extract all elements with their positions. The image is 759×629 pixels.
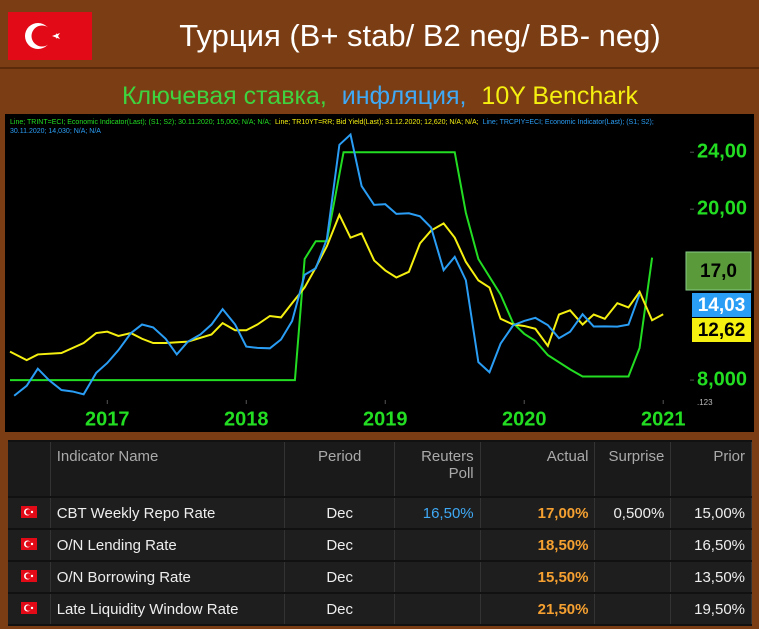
table-row: CBT Weekly Repo Rate Dec 16,50% 17,00% 0,500… bbox=[8, 498, 752, 528]
table-cell bbox=[395, 594, 481, 624]
axis-note: .123 bbox=[697, 398, 713, 407]
chart-panel bbox=[5, 114, 754, 432]
header-cell: Indicator Name bbox=[50, 442, 286, 496]
y-tick-label: 8,000 bbox=[697, 368, 747, 390]
flag-cell bbox=[8, 498, 51, 528]
flag-cell bbox=[8, 594, 51, 624]
table-cell bbox=[595, 530, 672, 560]
end-label: 12,62 bbox=[698, 320, 746, 341]
table-cell bbox=[595, 594, 672, 624]
table-cell: 15,50% bbox=[480, 562, 596, 592]
x-tick-label: 2017 bbox=[85, 408, 130, 430]
header-cell: Period bbox=[285, 442, 396, 496]
table-cell: 16,50% bbox=[395, 498, 481, 528]
row-flag bbox=[20, 601, 37, 614]
table-row: O/N Lending Rate Dec 18,50% 16,50% bbox=[8, 530, 752, 560]
table-cell: O/N Lending Rate bbox=[50, 530, 286, 560]
title: Турция (B+ stab/ B2 neg/ BB- neg) bbox=[179, 18, 660, 53]
header-cell: Prior bbox=[671, 442, 752, 496]
legend-entry: Line; TRINT=ECI; Economic Indicator(Last… bbox=[10, 119, 272, 126]
table-cell: 16,50% bbox=[671, 530, 752, 560]
header-cell: Surprise bbox=[595, 442, 672, 496]
header-cell: Actual bbox=[480, 442, 596, 496]
y-tick-label: 20,00 bbox=[697, 197, 747, 219]
x-tick-label: 2019 bbox=[363, 408, 408, 430]
table-cell: 18,50% bbox=[480, 530, 596, 560]
table-cell: Dec bbox=[285, 562, 396, 592]
table-row: Late Liquidity Window Rate Dec 21,50% 19,50… bbox=[8, 594, 752, 624]
subtitle: Ключевая ставка, инфляция, 10Y Benchark bbox=[122, 82, 639, 110]
table-cell: Late Liquidity Window Rate bbox=[50, 594, 286, 624]
series-line bbox=[13, 132, 641, 397]
legend: Line; TRINT=ECI; Economic Indicator(Last… bbox=[10, 118, 670, 136]
table-cell: 21,50% bbox=[480, 594, 596, 624]
table-header: Indicator Name Period Reuters Poll Actual Su… bbox=[8, 442, 752, 496]
end-label-box bbox=[685, 251, 752, 291]
table-cell: 0,500% bbox=[595, 498, 672, 528]
table-cell bbox=[395, 562, 481, 592]
x-tick-label: 2020 bbox=[502, 408, 547, 430]
table-cell: Dec bbox=[285, 594, 396, 624]
x-tick-label: 2018 bbox=[224, 408, 269, 430]
subtitle-part: 10Y Benchark bbox=[481, 82, 638, 110]
x-tick-label: 2021 bbox=[641, 408, 686, 430]
indicator-table: Indicator Name Period Reuters Poll Actual Su… bbox=[8, 440, 752, 626]
series-line bbox=[9, 212, 664, 362]
table-cell: 15,00% bbox=[671, 498, 752, 528]
table-cell: 13,50% bbox=[671, 562, 752, 592]
table-cell: Dec bbox=[285, 530, 396, 560]
end-label-box bbox=[692, 293, 751, 317]
table-cell: Dec bbox=[285, 498, 396, 528]
legend-entry: Line; TR10YT=RR; Bid Yield(Last); 31.12.… bbox=[275, 119, 479, 126]
flag-star bbox=[52, 33, 60, 39]
flag-cell bbox=[8, 562, 51, 592]
legend-entry: Line; TRCPIY=ECI; Economic Indicator(Las… bbox=[10, 119, 654, 135]
end-label: 14,03 bbox=[698, 295, 746, 316]
header-cell: Reuters Poll bbox=[395, 442, 481, 496]
y-tick-label: 24,00 bbox=[697, 140, 747, 162]
table-row: O/N Borrowing Rate Dec 15,50% 13,50% bbox=[8, 562, 752, 592]
table-cell: 17,00% bbox=[480, 498, 596, 528]
end-label: 17,0 bbox=[700, 261, 737, 282]
row-flag bbox=[20, 537, 37, 550]
table-cell bbox=[595, 562, 672, 592]
subtitle-part: инфляция, bbox=[342, 82, 467, 110]
row-flag bbox=[20, 569, 37, 582]
flag-cell bbox=[8, 530, 51, 560]
row-flag bbox=[20, 505, 37, 518]
table-cell: O/N Borrowing Rate bbox=[50, 562, 286, 592]
subtitle-part: Ключевая ставка, bbox=[122, 82, 327, 110]
table-cell: CBT Weekly Repo Rate bbox=[50, 498, 286, 528]
flag-crescent-cut bbox=[31, 25, 53, 47]
table-cell bbox=[395, 530, 481, 560]
end-label-box bbox=[692, 318, 751, 342]
table-cell: 19,50% bbox=[671, 594, 752, 624]
header-cell bbox=[8, 442, 51, 496]
plot: 8,000 20,00 24,00 .123 2017 2018 2019 2020 2021 1… bbox=[9, 132, 752, 430]
series-line bbox=[10, 151, 654, 382]
